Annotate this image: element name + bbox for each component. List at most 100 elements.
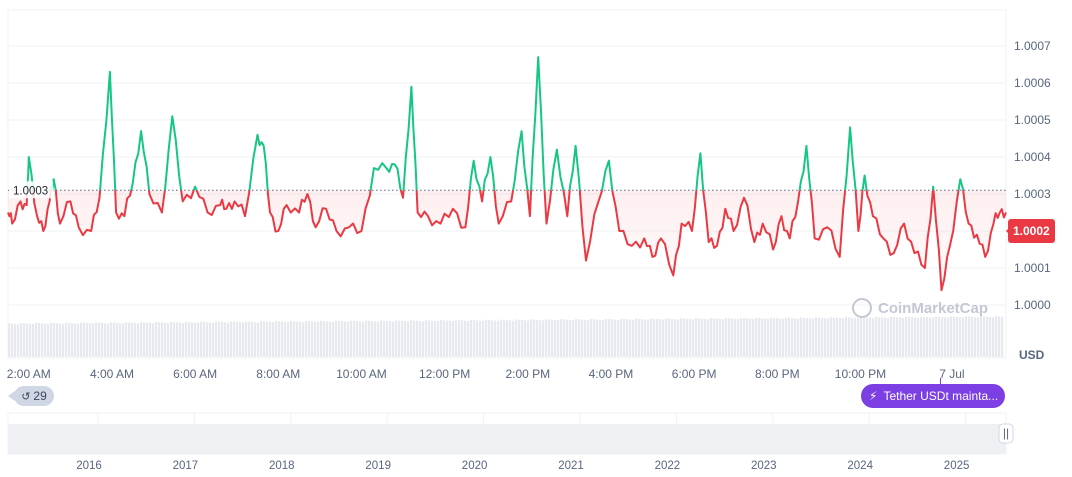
volume-bar	[986, 316, 989, 357]
volume-bar	[482, 320, 485, 357]
volume-bar	[608, 319, 611, 357]
volume-bar	[374, 321, 377, 357]
volume-bar	[35, 322, 38, 357]
volume-bar	[200, 321, 203, 357]
volume-bar	[662, 319, 665, 357]
volume-bar	[752, 318, 755, 357]
volume-bar	[869, 317, 872, 357]
volume-bar	[287, 322, 290, 357]
x-tick-label: 4:00 AM	[90, 367, 134, 381]
event-badge-label: Tether USDt mainta...	[883, 389, 999, 403]
volume-bar	[605, 318, 608, 357]
volume-bar	[455, 319, 458, 357]
x-tick-label: 10:00 AM	[336, 367, 387, 381]
volume-bar	[65, 322, 68, 357]
volume-bar	[512, 320, 515, 357]
volume-bar	[524, 320, 527, 357]
volume-bar	[275, 321, 278, 357]
volume-bar	[653, 318, 656, 357]
event-badge[interactable]: ⚡ Tether USDt mainta...	[861, 384, 1005, 408]
volume-bar	[812, 318, 815, 357]
volume-bar	[212, 322, 215, 357]
history-events-badge[interactable]: ↺ 29	[8, 386, 54, 406]
volume-bar	[542, 320, 545, 357]
volume-bar	[530, 319, 533, 357]
volume-bar	[575, 319, 578, 357]
volume-bar	[44, 323, 47, 357]
volume-bar	[167, 323, 170, 357]
currency-label: USD	[1019, 348, 1045, 362]
volume-bar	[935, 316, 938, 357]
volume-bar	[299, 321, 302, 357]
volume-bar	[71, 323, 74, 357]
volume-bar	[254, 322, 257, 357]
navigator-handle[interactable]	[998, 423, 1014, 444]
volume-bar	[56, 323, 59, 357]
volume-bar	[440, 319, 443, 357]
volume-bar	[338, 320, 341, 357]
volume-bar	[503, 319, 506, 357]
volume-bar	[641, 319, 644, 357]
lightning-icon: ⚡	[869, 389, 878, 403]
history-count: 29	[33, 389, 47, 403]
volume-bar	[710, 318, 713, 357]
volume-bar	[863, 317, 866, 357]
volume-bar	[182, 322, 185, 357]
volume-bar	[470, 319, 473, 357]
volume-bar	[263, 321, 266, 357]
volume-bar	[125, 322, 128, 357]
price-line-above[interactable]	[8, 56, 1006, 290]
volume-bar	[140, 322, 143, 357]
volume-bar	[749, 318, 752, 357]
volume-bar	[74, 323, 77, 357]
volume-bar	[491, 320, 494, 357]
volume-bar	[806, 318, 809, 357]
volume-bar	[497, 320, 500, 357]
volume-bar	[992, 317, 995, 357]
volume-bar	[359, 321, 362, 357]
volume-bar	[998, 316, 1001, 357]
volume-bar	[152, 323, 155, 357]
volume-bar	[206, 322, 209, 357]
volume-bar	[758, 318, 761, 357]
watermark-text: CoinMarketCap	[878, 299, 989, 317]
volume-bar	[479, 320, 482, 357]
volume-bar	[473, 320, 476, 357]
volume-bar	[266, 321, 269, 357]
volume-bar	[923, 316, 926, 357]
volume-bar	[290, 321, 293, 357]
volume-bar	[698, 318, 701, 357]
volume-bar	[734, 318, 737, 357]
volume-bar	[1001, 316, 1004, 357]
volume-bar	[926, 317, 929, 357]
volume-bar	[644, 319, 647, 357]
volume-bar	[203, 321, 206, 357]
volume-bar	[779, 318, 782, 357]
volume-bar	[716, 318, 719, 357]
current-price-badge	[1008, 219, 1055, 243]
volume-bar	[209, 322, 212, 357]
volume-bar	[623, 318, 626, 357]
volume-bar	[968, 316, 971, 357]
volume-bar	[878, 317, 881, 357]
volume-bar	[914, 317, 917, 357]
x-tick-label: 4:00 PM	[589, 367, 634, 381]
volume-bar	[797, 318, 800, 357]
volume-bar	[893, 317, 896, 357]
volume-bar	[578, 319, 581, 357]
volume-bar	[215, 321, 218, 357]
volume-bar	[884, 317, 887, 357]
x-tick-label: 12:00 PM	[419, 367, 470, 381]
price-line-below[interactable]	[7, 57, 1007, 292]
volume-bar	[386, 320, 389, 357]
volume-bar	[983, 316, 986, 357]
volume-bars	[8, 316, 1004, 357]
volume-bar	[347, 321, 350, 357]
volume-bar	[119, 323, 122, 357]
volume-bar	[155, 321, 158, 357]
volume-bar	[770, 317, 773, 357]
volume-bar	[743, 318, 746, 357]
volume-bar	[755, 317, 758, 357]
volume-bar	[650, 318, 653, 357]
